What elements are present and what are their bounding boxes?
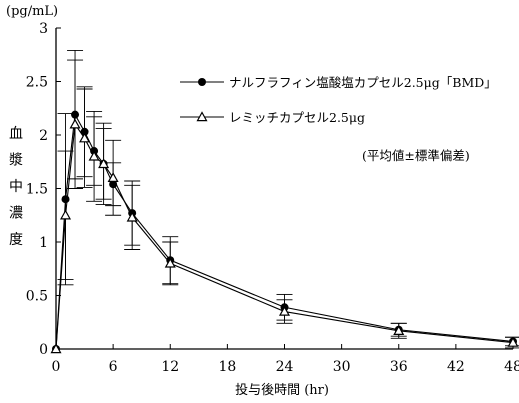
- legend: ナルフラフィン塩酸塩カプセル2.5μg「BMD」レミッチカプセル2.5μg: [180, 75, 497, 125]
- x-tick-label: 12: [161, 359, 179, 375]
- x-tick-label: 36: [390, 359, 408, 375]
- legend-marker-circle: [198, 78, 206, 86]
- data-point-triangle: [98, 158, 110, 169]
- x-tick-label: 42: [447, 359, 465, 375]
- series-line: [55, 122, 514, 350]
- data-point-triangle: [79, 132, 91, 143]
- x-tick-label: 48: [504, 359, 519, 375]
- x-tick-label: 24: [276, 359, 294, 375]
- data-point-triangle: [126, 211, 138, 222]
- y-axis-label-char: 濃: [9, 206, 23, 222]
- x-tick-label: 30: [333, 359, 351, 375]
- y-tick-label: 3: [39, 21, 48, 37]
- data-point-triangle: [107, 172, 119, 182]
- series-2: [50, 59, 519, 354]
- stat-note: (平均値±標準偏差): [362, 148, 470, 163]
- y-axis-label-char: 血: [9, 126, 23, 142]
- x-tick-label: 6: [109, 359, 118, 375]
- y-tick-label: 2.5: [26, 75, 48, 91]
- y-axis-label-char: 漿: [9, 153, 23, 169]
- legend-label: ナルフラフィン塩酸塩カプセル2.5μg「BMD」: [229, 75, 497, 90]
- data-point-triangle: [507, 336, 519, 347]
- y-tick-label: 0.5: [26, 289, 48, 305]
- data-point-triangle: [69, 118, 81, 129]
- data-point-triangle: [278, 305, 291, 316]
- series-layer: [50, 50, 519, 354]
- y-tick-label: 1.5: [26, 182, 48, 198]
- data-point-triangle: [164, 257, 176, 268]
- y-tick-label: 0: [39, 342, 48, 358]
- legend-label: レミッチカプセル2.5μg: [229, 110, 365, 125]
- data-point-triangle: [393, 325, 405, 336]
- data-point-triangle: [60, 209, 72, 220]
- y-tick-label: 1: [39, 235, 48, 251]
- y-unit-label: (pg/mL): [6, 4, 58, 19]
- series-line: [55, 112, 514, 350]
- y-axis-label-char: 度: [9, 232, 23, 248]
- legend-marker-triangle: [196, 111, 208, 122]
- y-axis-label-char: 中: [9, 179, 23, 195]
- x-axis-label: 投与後時間 (hr): [235, 382, 329, 398]
- axes: 00.511.522.530 6 12 18 24 30 36 42 48: [26, 21, 519, 375]
- data-point-triangle: [88, 150, 100, 161]
- y-tick-label: 2: [39, 128, 48, 144]
- data-point-triangle: [50, 343, 62, 354]
- x-tick-label: 18: [218, 359, 236, 375]
- x-tick-label: 0: [52, 359, 61, 375]
